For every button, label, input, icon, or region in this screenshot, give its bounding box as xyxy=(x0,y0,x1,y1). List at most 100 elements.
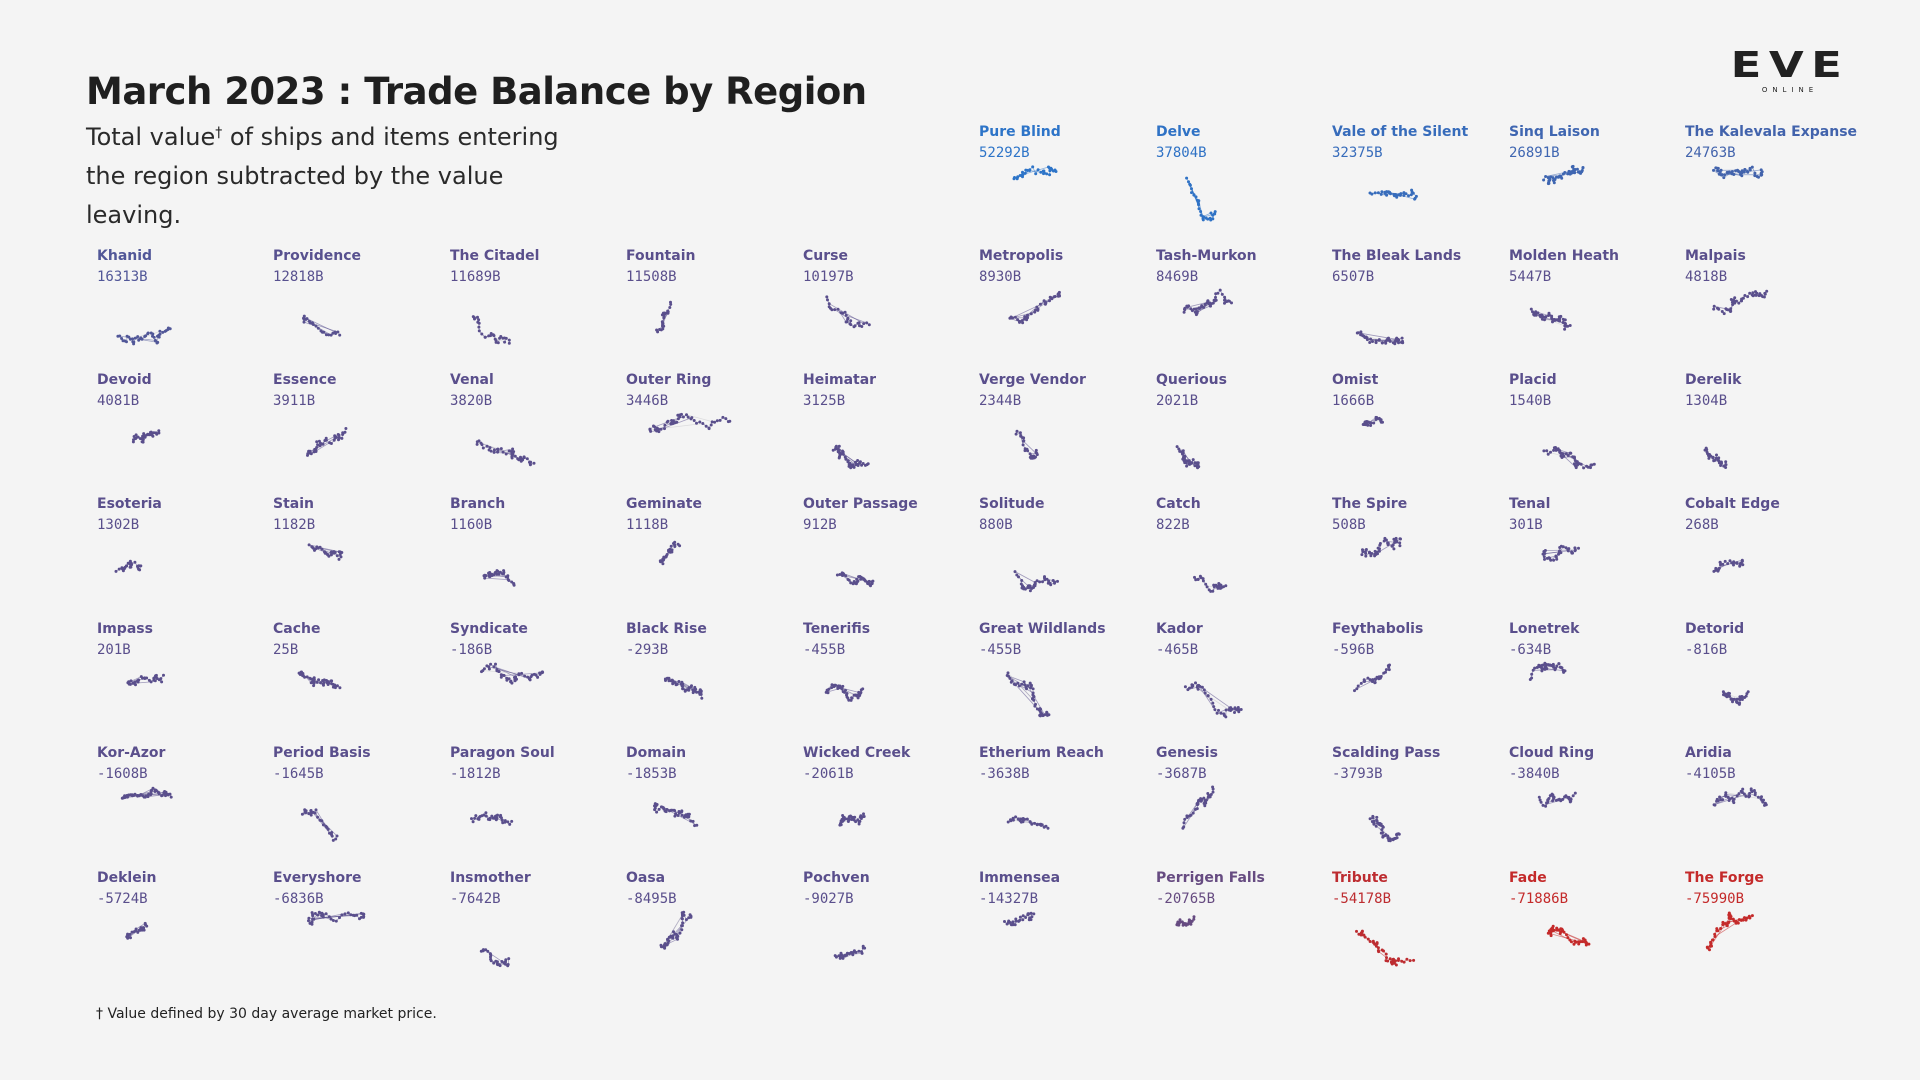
map-system-dot xyxy=(308,449,312,453)
map-system-dot xyxy=(1209,793,1213,796)
map-system-dot xyxy=(657,430,661,434)
map-system-dot xyxy=(315,446,319,449)
map-system-dot xyxy=(1728,692,1731,695)
region-name: Paragon Soul xyxy=(450,745,555,761)
map-system-dot xyxy=(1024,916,1028,919)
map-system-dot xyxy=(520,458,524,462)
map-system-dot xyxy=(1581,166,1585,170)
map-system-dot xyxy=(505,678,509,682)
map-system-dot xyxy=(334,919,338,923)
map-system-dot xyxy=(1401,339,1404,343)
map-system-dot xyxy=(1554,446,1557,449)
map-system-dot xyxy=(1369,337,1373,341)
map-system-dot xyxy=(1209,211,1213,215)
map-system-dot xyxy=(498,815,502,819)
map-system-dot xyxy=(1735,299,1738,303)
map-nodes xyxy=(1014,429,1039,460)
map-system-dot xyxy=(681,415,685,419)
map-system-dot xyxy=(1545,449,1549,453)
map-system-dot xyxy=(1213,708,1217,712)
map-system-dot xyxy=(1223,301,1226,305)
map-system-dot xyxy=(1724,466,1728,469)
map-system-dot xyxy=(690,416,694,420)
map-system-dot xyxy=(477,439,481,443)
map-system-dot xyxy=(687,815,691,819)
map-system-dot xyxy=(1214,295,1217,299)
map-system-dot xyxy=(1384,668,1388,672)
map-system-dot xyxy=(337,438,340,442)
region-cell-fountain: Fountain 11508B xyxy=(626,248,801,366)
map-system-dot xyxy=(118,334,122,338)
map-system-dot xyxy=(1046,826,1050,830)
map-system-dot xyxy=(1195,310,1199,314)
map-system-dot xyxy=(856,459,860,462)
region-map-graphic xyxy=(1542,164,1585,186)
map-system-dot xyxy=(846,317,850,321)
map-system-dot xyxy=(657,427,660,431)
map-system-dot xyxy=(1028,589,1032,593)
map-system-dot xyxy=(1032,912,1036,916)
map-system-dot xyxy=(322,683,325,687)
map-system-dot xyxy=(514,675,517,679)
map-system-dot xyxy=(1202,305,1206,309)
region-name: Etherium Reach xyxy=(979,745,1104,761)
map-system-dot xyxy=(1029,918,1033,922)
map-system-dot xyxy=(671,934,675,938)
map-nodes xyxy=(1368,188,1418,201)
map-system-dot xyxy=(141,440,145,444)
map-system-dot xyxy=(1197,207,1201,211)
map-system-dot xyxy=(152,335,156,339)
map-system-dot xyxy=(512,450,516,454)
map-system-dot xyxy=(142,926,146,930)
region-name: Placid xyxy=(1509,372,1557,388)
region-map-graphic xyxy=(1181,785,1215,830)
map-nodes xyxy=(835,571,875,588)
region-cell-everyshore: Everyshore -6836B xyxy=(273,870,448,988)
map-system-dot xyxy=(1391,543,1395,547)
map-system-dot xyxy=(134,433,138,437)
map-system-dot xyxy=(134,683,137,687)
region-map-graphic xyxy=(1368,188,1418,201)
map-system-dot xyxy=(321,442,325,446)
map-system-dot xyxy=(660,320,664,324)
map-system-dot xyxy=(661,562,665,566)
map-system-dot xyxy=(1218,288,1222,292)
region-value: -3793B xyxy=(1332,766,1383,782)
map-system-dot xyxy=(1197,203,1201,207)
region-cell-the-spire: The Spire 508B xyxy=(1332,496,1507,614)
map-system-dot xyxy=(689,914,693,918)
map-system-dot xyxy=(496,341,500,345)
map-nodes xyxy=(1541,544,1580,562)
map-system-dot xyxy=(1030,915,1034,919)
map-system-dot xyxy=(1038,580,1042,584)
map-system-dot xyxy=(1732,797,1736,801)
map-system-dot xyxy=(1740,695,1744,699)
map-system-dot xyxy=(495,960,499,964)
region-value: 508B xyxy=(1332,517,1366,533)
map-system-dot xyxy=(1028,169,1032,172)
region-value: -1853B xyxy=(626,766,677,782)
map-system-dot xyxy=(499,447,503,451)
map-system-dot xyxy=(1036,822,1040,826)
map-edge xyxy=(1725,792,1762,800)
map-system-dot xyxy=(1727,799,1731,802)
region-cell-curse: Curse 10197B xyxy=(803,248,978,366)
map-system-dot xyxy=(154,674,157,678)
map-system-dot xyxy=(657,807,661,811)
map-system-dot xyxy=(336,330,340,334)
map-system-dot xyxy=(1746,690,1750,694)
map-system-dot xyxy=(126,932,130,936)
map-system-dot xyxy=(1011,316,1015,320)
map-system-dot xyxy=(1744,794,1748,798)
map-system-dot xyxy=(1013,176,1016,179)
map-system-dot xyxy=(492,448,496,452)
map-system-dot xyxy=(1010,679,1014,683)
map-system-dot xyxy=(1729,309,1733,313)
map-system-dot xyxy=(709,423,713,427)
region-name: Delve xyxy=(1156,124,1201,140)
map-system-dot xyxy=(1722,312,1726,316)
map-system-dot xyxy=(845,320,849,324)
map-system-dot xyxy=(1742,792,1746,796)
map-system-dot xyxy=(310,922,314,926)
map-system-dot xyxy=(303,675,307,679)
